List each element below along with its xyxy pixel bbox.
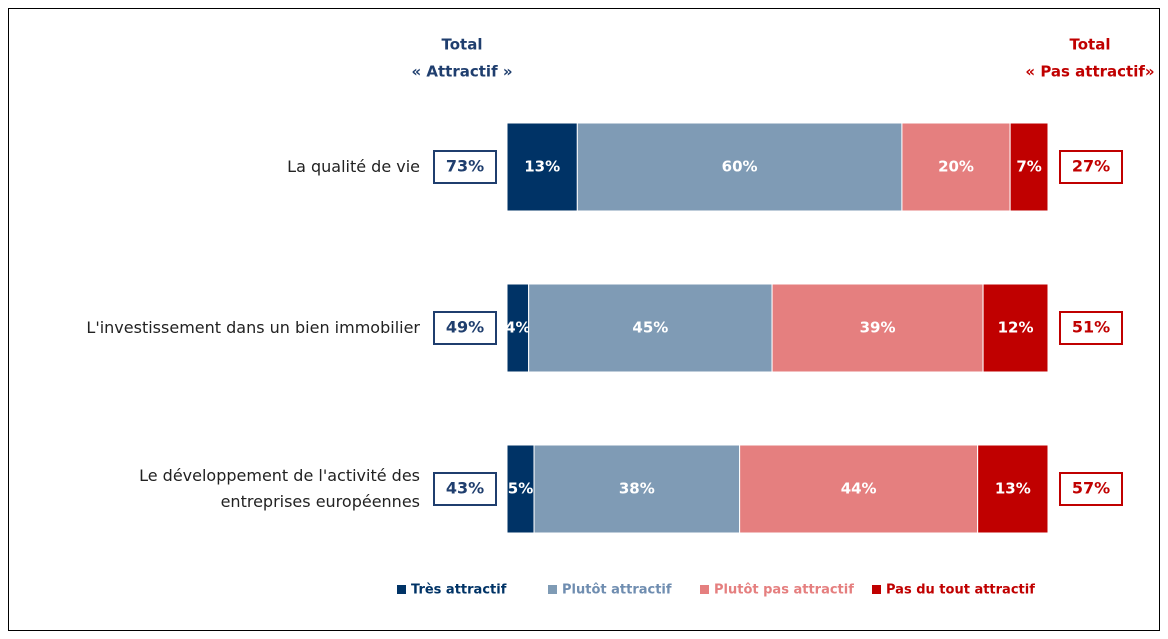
total-box	[433, 472, 497, 506]
category-label: L'investissement dans un bien immobilier	[86, 318, 420, 337]
bar-segment	[506, 444, 535, 534]
legend-label: Plutôt pas attractif	[714, 583, 854, 598]
legend-swatch	[397, 585, 406, 594]
bar-segment	[506, 122, 578, 212]
total-box	[433, 150, 497, 184]
bar-segment	[576, 122, 903, 212]
legend-label: Plutôt attractif	[562, 583, 672, 598]
total-label: 51%	[1072, 318, 1110, 337]
total-box	[433, 311, 497, 345]
total-box	[1059, 311, 1123, 345]
bar-segment	[739, 444, 979, 534]
bar-segment	[528, 283, 773, 373]
bar-segment	[982, 283, 1049, 373]
legend-label: Pas du tout attractif	[886, 583, 1035, 598]
value-label: 7%	[1016, 158, 1041, 176]
value-label: 44%	[841, 480, 877, 498]
total-box	[1059, 150, 1123, 184]
category-label: La qualité de vie	[287, 157, 420, 176]
legend-label: Très attractif	[411, 583, 507, 598]
bar-segment	[533, 444, 741, 534]
total-box	[1059, 472, 1123, 506]
value-label: 4%	[505, 319, 530, 337]
total-header: « Pas attractif»	[1025, 63, 1154, 81]
value-label: 13%	[524, 158, 560, 176]
total-label: 73%	[446, 157, 484, 176]
value-label: 20%	[938, 158, 974, 176]
category-label: Le développement de l'activité des entrep…	[139, 466, 420, 511]
total-label: 43%	[446, 479, 484, 498]
value-label: 12%	[998, 319, 1034, 337]
total-header: Total	[1070, 36, 1111, 54]
value-label: 45%	[632, 319, 668, 337]
bar-segment	[771, 283, 984, 373]
total-header: Total	[442, 36, 483, 54]
total-header: « Attractif »	[411, 63, 512, 81]
bar-segment	[1009, 122, 1049, 212]
value-label: 60%	[722, 158, 758, 176]
value-label: 39%	[860, 319, 896, 337]
legend-swatch	[700, 585, 709, 594]
total-label: 57%	[1072, 479, 1110, 498]
total-label: 49%	[446, 318, 484, 337]
bar-segment	[977, 444, 1049, 534]
total-label: 27%	[1072, 157, 1110, 176]
value-label: 13%	[995, 480, 1031, 498]
legend-swatch	[548, 585, 557, 594]
bar-segment	[901, 122, 1011, 212]
value-label: 5%	[508, 480, 533, 498]
legend-swatch	[872, 585, 881, 594]
value-label: 38%	[619, 480, 655, 498]
